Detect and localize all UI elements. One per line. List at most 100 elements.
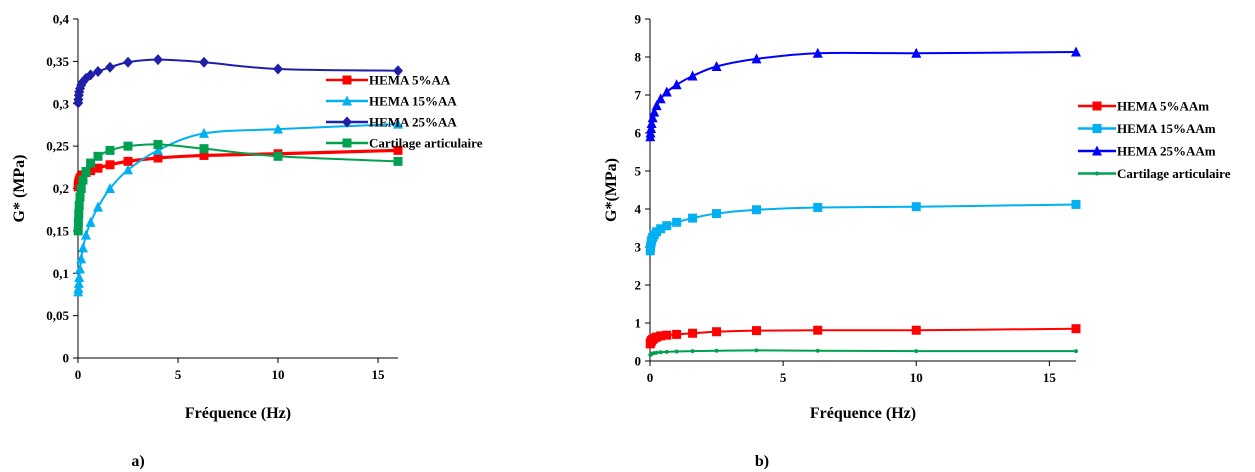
legend-item: HEMA 15%AAm bbox=[1078, 121, 1216, 136]
data-point bbox=[81, 229, 91, 240]
legend-item: HEMA 25%AA bbox=[326, 115, 457, 130]
data-point bbox=[712, 209, 722, 219]
data-point bbox=[74, 209, 84, 219]
data-point bbox=[661, 86, 672, 97]
chart-panel-1: 0 0,05 0,1 0,15 0,2 0,25 0,3 0,35 0,4 0 5 10 15 Fréqu… bbox=[11, 12, 483, 471]
data-point bbox=[813, 202, 823, 212]
data-point bbox=[93, 201, 103, 212]
y-tick-label: 0,2 bbox=[53, 181, 69, 196]
data-point bbox=[153, 153, 163, 163]
y-tick-label: 1 bbox=[635, 316, 642, 331]
data-point bbox=[664, 349, 669, 354]
data-point bbox=[199, 144, 209, 154]
y-tick-label: 6 bbox=[635, 126, 642, 141]
legend-item: HEMA 15%AA bbox=[326, 94, 457, 109]
data-point bbox=[646, 118, 657, 128]
data-point bbox=[273, 63, 283, 75]
legend: HEMA 5%AA HEMA 15%AA HEMA 25%AA Cartilage a… bbox=[326, 73, 483, 151]
data-point bbox=[393, 145, 403, 155]
data-point bbox=[690, 349, 695, 354]
x-tick-label: 15 bbox=[372, 367, 386, 382]
legend-label: HEMA 25%AA bbox=[369, 115, 457, 130]
series-line bbox=[649, 51, 1077, 137]
y-tick-label: 0 bbox=[63, 351, 70, 366]
data-point bbox=[273, 151, 283, 161]
data-point bbox=[85, 69, 96, 81]
x-tick-label: 0 bbox=[75, 367, 82, 382]
y-tick-label: 0,4 bbox=[53, 12, 70, 27]
y-tick-label: 5 bbox=[635, 164, 642, 179]
x-tick-label: 10 bbox=[272, 367, 285, 382]
y-tick-label: 0,3 bbox=[53, 96, 70, 111]
legend-item: Cartilage articulaire bbox=[326, 136, 483, 151]
data-point bbox=[105, 61, 115, 73]
data-point bbox=[754, 348, 759, 353]
legend-item: Cartilage articulaire bbox=[1078, 166, 1231, 181]
data-point bbox=[393, 65, 403, 77]
legend: HEMA 5%AAm HEMA 15%AAm HEMA 25%AAm Cartilag… bbox=[1078, 99, 1231, 181]
legend-item: HEMA 5%AAm bbox=[1078, 99, 1209, 114]
legend-marker bbox=[342, 75, 352, 85]
data-point bbox=[671, 79, 682, 90]
data-point bbox=[751, 53, 762, 64]
data-point bbox=[1071, 199, 1081, 209]
data-point bbox=[78, 175, 88, 185]
data-point bbox=[93, 163, 103, 173]
data-point bbox=[658, 350, 663, 355]
data-point bbox=[93, 151, 103, 161]
x-axis-title: Fréquence (Hz) bbox=[185, 405, 291, 422]
legend-marker bbox=[1092, 124, 1102, 133]
series-2 bbox=[645, 199, 1081, 256]
legend-label: Cartilage articulaire bbox=[369, 136, 483, 151]
data-point bbox=[199, 150, 209, 160]
data-point bbox=[93, 66, 103, 78]
data-point bbox=[123, 56, 133, 68]
y-tick-label: 9 bbox=[635, 12, 642, 27]
data-point bbox=[688, 328, 698, 338]
chart-panel-2: 0 1 2 3 4 5 6 7 8 9 0 5 10 15 Fréquence (Hz) G*(MPa) b) H… bbox=[603, 12, 1231, 471]
x-tick-label: 10 bbox=[910, 370, 923, 385]
data-point bbox=[914, 349, 919, 354]
y-tick-label: 0,15 bbox=[46, 223, 69, 238]
data-point bbox=[393, 118, 403, 129]
data-point bbox=[662, 221, 672, 231]
data-point bbox=[75, 192, 85, 202]
series-4 bbox=[73, 139, 403, 236]
data-point bbox=[672, 217, 682, 227]
data-point bbox=[812, 47, 823, 58]
series-1 bbox=[645, 324, 1081, 349]
data-point bbox=[393, 156, 403, 166]
legend-marker bbox=[1092, 101, 1102, 111]
legend-item: HEMA 5%AA bbox=[326, 73, 451, 88]
data-point bbox=[85, 216, 96, 227]
data-point bbox=[105, 160, 115, 170]
data-point bbox=[153, 54, 163, 66]
x-tick-label: 5 bbox=[175, 367, 182, 382]
data-point bbox=[105, 145, 115, 155]
data-point bbox=[74, 200, 84, 210]
data-point bbox=[73, 283, 84, 294]
data-point bbox=[813, 325, 823, 335]
data-point bbox=[674, 349, 679, 354]
data-point bbox=[199, 127, 209, 138]
x-tick-label: 5 bbox=[780, 370, 787, 385]
data-point bbox=[752, 205, 761, 215]
y-tick-label: 3 bbox=[635, 240, 642, 255]
data-point bbox=[153, 144, 163, 155]
series-3 bbox=[645, 46, 1081, 142]
y-tick-label: 7 bbox=[635, 88, 642, 103]
data-point bbox=[688, 213, 698, 223]
data-point bbox=[75, 263, 85, 274]
data-point bbox=[1071, 46, 1081, 57]
data-point bbox=[712, 327, 722, 337]
data-point bbox=[911, 202, 921, 212]
data-point bbox=[752, 326, 761, 336]
data-point bbox=[647, 112, 658, 123]
y-tick-label: 4 bbox=[635, 202, 642, 217]
series-2 bbox=[73, 118, 403, 297]
legend-marker bbox=[342, 138, 352, 148]
y-tick-label: 0,35 bbox=[46, 54, 69, 69]
data-point bbox=[73, 217, 83, 227]
data-point bbox=[78, 242, 88, 253]
